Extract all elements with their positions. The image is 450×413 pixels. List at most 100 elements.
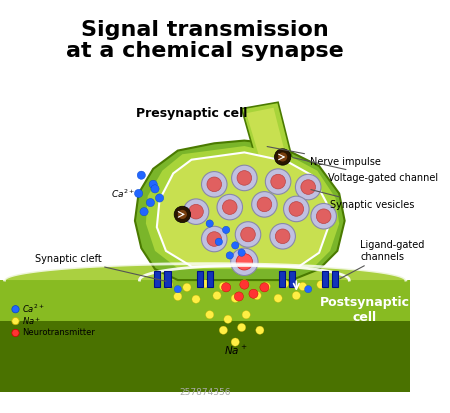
- Circle shape: [235, 222, 261, 247]
- Polygon shape: [0, 263, 410, 280]
- Circle shape: [274, 149, 291, 165]
- Circle shape: [260, 283, 269, 292]
- Circle shape: [12, 329, 19, 337]
- Circle shape: [174, 206, 190, 223]
- Circle shape: [174, 285, 181, 293]
- Circle shape: [189, 204, 203, 219]
- Circle shape: [238, 249, 245, 256]
- Circle shape: [240, 280, 249, 289]
- Circle shape: [222, 200, 237, 214]
- Circle shape: [257, 197, 272, 212]
- Circle shape: [280, 280, 288, 288]
- Text: Signal transmission: Signal transmission: [81, 20, 329, 40]
- Circle shape: [305, 285, 312, 293]
- Circle shape: [219, 326, 228, 334]
- Circle shape: [202, 171, 227, 197]
- Circle shape: [206, 220, 213, 227]
- Text: $Na^+$: $Na^+$: [22, 315, 41, 327]
- Circle shape: [275, 229, 290, 244]
- Circle shape: [149, 180, 158, 188]
- Circle shape: [271, 174, 285, 189]
- Circle shape: [206, 311, 214, 319]
- Circle shape: [249, 289, 258, 298]
- Circle shape: [237, 171, 252, 185]
- Circle shape: [12, 318, 19, 325]
- FancyBboxPatch shape: [279, 271, 285, 287]
- Circle shape: [231, 294, 239, 302]
- Polygon shape: [0, 321, 410, 392]
- Text: Voltage-gated channel: Voltage-gated channel: [292, 158, 438, 183]
- Circle shape: [226, 252, 234, 259]
- Circle shape: [292, 292, 301, 300]
- Text: $Ca^{2+}$: $Ca^{2+}$: [22, 303, 45, 316]
- Circle shape: [224, 315, 232, 323]
- Circle shape: [234, 292, 243, 301]
- Circle shape: [202, 226, 227, 252]
- Circle shape: [274, 294, 282, 302]
- Circle shape: [284, 196, 309, 222]
- Circle shape: [217, 195, 243, 220]
- Text: Synaptic vesicles: Synaptic vesicles: [311, 190, 414, 210]
- Polygon shape: [242, 102, 292, 164]
- Circle shape: [155, 194, 164, 202]
- Circle shape: [174, 292, 182, 301]
- Text: 257874356: 257874356: [180, 388, 231, 396]
- Text: $Ca^{2+}$: $Ca^{2+}$: [111, 187, 135, 199]
- Text: at a chemical synapse: at a chemical synapse: [66, 41, 344, 61]
- FancyBboxPatch shape: [322, 271, 328, 287]
- Circle shape: [215, 238, 222, 245]
- Circle shape: [165, 280, 173, 289]
- Circle shape: [213, 292, 221, 300]
- Circle shape: [270, 223, 295, 249]
- Circle shape: [201, 280, 209, 288]
- FancyBboxPatch shape: [289, 271, 295, 287]
- Circle shape: [262, 282, 270, 290]
- Polygon shape: [0, 280, 410, 392]
- Circle shape: [241, 227, 255, 242]
- Polygon shape: [246, 108, 285, 159]
- Circle shape: [232, 242, 239, 249]
- Circle shape: [231, 338, 239, 346]
- Circle shape: [289, 202, 304, 216]
- Circle shape: [12, 306, 19, 313]
- Circle shape: [240, 280, 248, 288]
- Circle shape: [183, 199, 209, 224]
- Circle shape: [301, 180, 315, 195]
- Polygon shape: [157, 152, 328, 266]
- Circle shape: [140, 208, 148, 216]
- Circle shape: [221, 283, 231, 292]
- Circle shape: [266, 169, 291, 195]
- FancyBboxPatch shape: [197, 271, 203, 287]
- Circle shape: [219, 282, 228, 290]
- FancyBboxPatch shape: [332, 271, 338, 287]
- Text: Ligand-gated
channels: Ligand-gated channels: [340, 240, 424, 279]
- FancyBboxPatch shape: [164, 271, 171, 287]
- Circle shape: [183, 283, 191, 292]
- Circle shape: [151, 185, 159, 193]
- Circle shape: [236, 254, 252, 270]
- Polygon shape: [146, 146, 339, 269]
- Circle shape: [299, 282, 307, 290]
- Circle shape: [242, 311, 250, 319]
- Text: Synaptic cleft: Synaptic cleft: [35, 254, 166, 281]
- Circle shape: [231, 248, 258, 275]
- Text: Nerve impulse: Nerve impulse: [267, 147, 381, 166]
- Circle shape: [238, 323, 246, 332]
- Circle shape: [317, 280, 325, 289]
- Text: $Na^+$: $Na^+$: [224, 344, 247, 357]
- Circle shape: [137, 171, 145, 179]
- Circle shape: [222, 226, 230, 234]
- Circle shape: [146, 199, 154, 206]
- FancyBboxPatch shape: [154, 271, 161, 287]
- Circle shape: [207, 232, 221, 246]
- Text: Neurotransmitter: Neurotransmitter: [22, 328, 95, 337]
- Circle shape: [207, 177, 221, 192]
- Text: Presynaptic cell: Presynaptic cell: [136, 107, 247, 120]
- Circle shape: [256, 326, 264, 334]
- FancyBboxPatch shape: [207, 271, 213, 287]
- Polygon shape: [135, 140, 345, 280]
- Circle shape: [253, 292, 261, 300]
- Circle shape: [192, 295, 200, 303]
- Circle shape: [135, 189, 143, 197]
- Circle shape: [278, 152, 287, 161]
